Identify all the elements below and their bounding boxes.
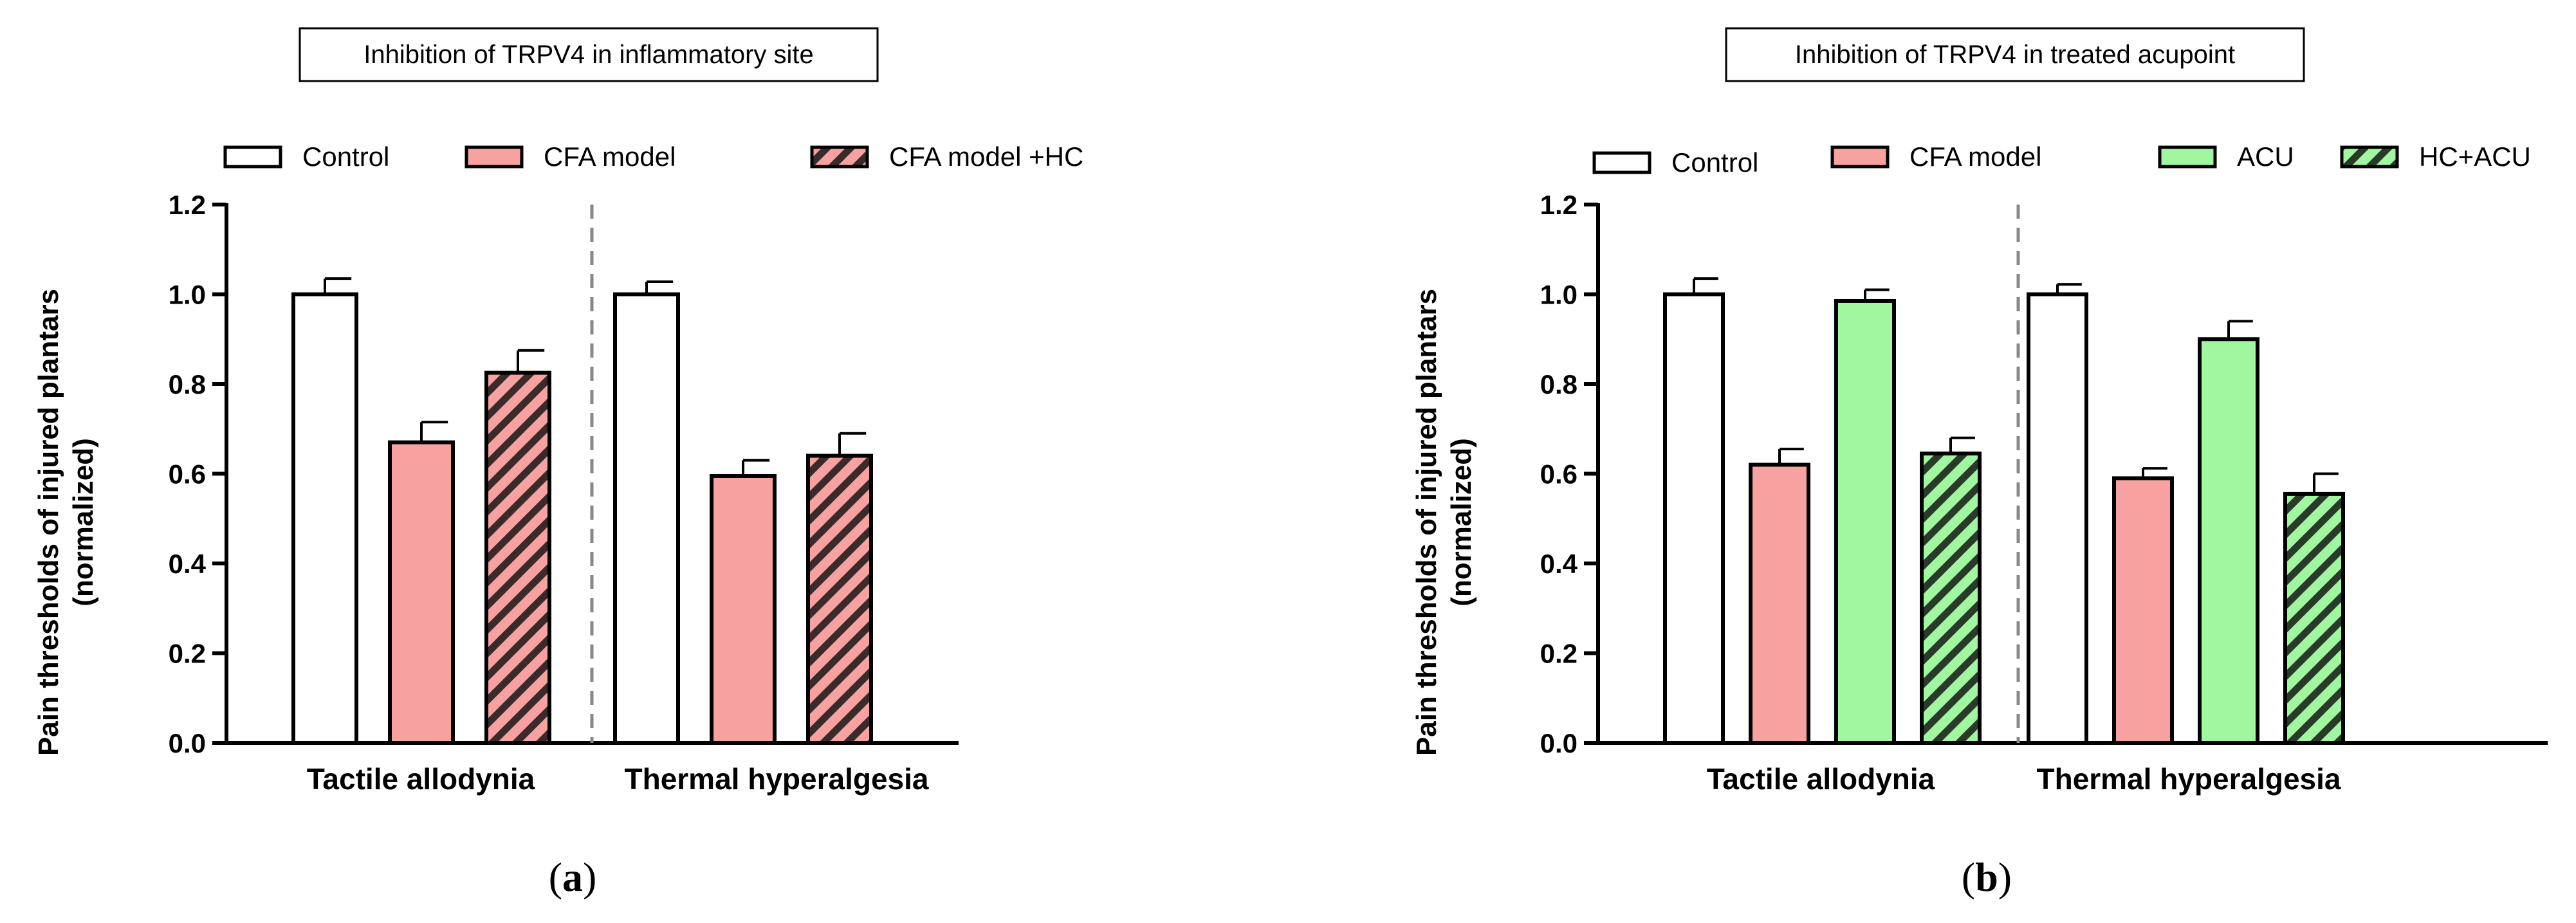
panel-b-legend-swatch-acu bbox=[2158, 145, 2217, 169]
panel-a-legend-label-control: Control bbox=[302, 142, 389, 172]
panel-b-legend-swatch-control bbox=[1592, 151, 1651, 174]
panel-a-caption-close: ) bbox=[583, 854, 596, 900]
panel-b-bar-acu-1 bbox=[2198, 337, 2259, 745]
panel-b-bar-acu-0 bbox=[1834, 298, 1896, 745]
panel-a-plot: 0.0 0.2 0.4 0.6 0.8 1.0 1.2 Tactile allodynia Th… bbox=[169, 190, 959, 796]
panel-b-caption-close: ) bbox=[1998, 854, 2012, 900]
panel-a-legend-label-cfa-hc: CFA model +HC bbox=[889, 142, 1083, 172]
panel-b-bar-control-1 bbox=[2027, 292, 2088, 745]
panel-b-title-box bbox=[1725, 27, 2305, 82]
panel-b-legend-label-acu: ACU bbox=[2237, 142, 2294, 172]
panel-a-bar-cfa-model-hc-0 bbox=[484, 370, 551, 745]
panel-a-legend-label-cfa: CFA model bbox=[544, 142, 676, 172]
panel-b-y-tick-label: 0.0 bbox=[1540, 728, 1578, 758]
panel-b-bar-control-0 bbox=[1663, 292, 1725, 745]
panel-b-y-tick-label: 0.4 bbox=[1540, 549, 1578, 579]
panel-a-y-tick-label: 0.0 bbox=[169, 728, 206, 758]
panel-b-caption-letter: b bbox=[1975, 854, 1998, 900]
panel-b-title: Inhibition of TRPV4 in treated acupoint bbox=[1795, 41, 2235, 69]
panel-b-legend-swatch-cfa bbox=[1830, 145, 1890, 169]
panel-a-y-tick-label: 0.6 bbox=[169, 459, 206, 489]
panel-b-bar-cfa-model-1 bbox=[2112, 476, 2174, 745]
panel-b-legend-swatch-hc-acu bbox=[2340, 145, 2399, 169]
panel-a-legend-swatch-control bbox=[223, 145, 282, 169]
panel-b-y-tick-label: 0.6 bbox=[1540, 459, 1578, 489]
panel-b-category-label: Tactile allodynia bbox=[1707, 762, 1935, 796]
panel-b-y-tick-label: 1.2 bbox=[1540, 190, 1578, 220]
panel-b-y-label: Pain thresholds of injured plantars (nor… bbox=[1411, 289, 1477, 756]
panel-b-category-label: Thermal hyperalgesia bbox=[2037, 762, 2341, 796]
panel-a-y-tick-label: 0.2 bbox=[169, 639, 206, 669]
panel-b-caption-open: ( bbox=[1962, 854, 1975, 900]
panel-b-bar-cfa-model-0 bbox=[1749, 462, 1810, 745]
panel-a-y-tick-label: 0.8 bbox=[169, 369, 206, 399]
panel-b-legend-label-control: Control bbox=[1671, 147, 1758, 178]
panel-a-title-box bbox=[299, 27, 879, 82]
panel-b-plot: 0.0 0.2 0.4 0.6 0.8 1.0 1.2 Tactile allodynia Th… bbox=[1540, 190, 2548, 796]
panel-a-y-tick-label: 1.2 bbox=[169, 190, 206, 220]
panel-a-y-label: Pain thresholds of injured plantars (nor… bbox=[33, 289, 99, 756]
panel-b-legend: Control CFA model ACU HC+ACU bbox=[1592, 142, 2531, 178]
panel-b-y-label-line2: (normalized) bbox=[1446, 438, 1477, 607]
panel-a-caption-open: ( bbox=[549, 854, 562, 900]
panel-a-bar-cfa-model-hc-1 bbox=[806, 453, 873, 745]
panel-a-legend-swatch-cfa bbox=[465, 145, 524, 169]
panel-a-bar-cfa-model-0 bbox=[388, 440, 455, 745]
panel-a-caption-letter: a bbox=[562, 854, 583, 900]
panel-b-y-tick-label: 0.2 bbox=[1540, 639, 1578, 669]
panel-a-y-tick-label: 1.0 bbox=[169, 280, 206, 310]
panel-a-y-label-line2: (normalized) bbox=[68, 438, 99, 607]
panel-a-legend: Control CFA model CFA model +HC bbox=[223, 142, 1083, 172]
panel-a: Inhibition of TRPV4 in inflammatory site… bbox=[33, 27, 1083, 900]
panel-a-bar-control-0 bbox=[291, 292, 358, 745]
panel-a-y-label-line1: Pain thresholds of injured plantars bbox=[33, 289, 64, 756]
panel-b-caption: (b) bbox=[1962, 854, 2012, 900]
panel-b-legend-label-hc-acu: HC+ACU bbox=[2419, 142, 2531, 172]
panel-a-y-tick-label: 0.4 bbox=[169, 549, 207, 579]
panel-a-bar-cfa-model-1 bbox=[710, 473, 777, 745]
panel-b-legend-label-cfa: CFA model bbox=[1909, 142, 2041, 172]
panel-b-y-label-line1: Pain thresholds of injured plantars bbox=[1411, 289, 1442, 756]
panel-b-y-tick-label: 0.8 bbox=[1540, 369, 1578, 399]
panel-a-category-label: Tactile allodynia bbox=[307, 762, 535, 796]
panel-b-bar-hc-acu-1 bbox=[2283, 491, 2345, 745]
panel-b-y-tick-label: 1.0 bbox=[1540, 280, 1578, 310]
panel-a-title: Inhibition of TRPV4 in inflammatory site bbox=[363, 41, 814, 69]
panel-b: Inhibition of TRPV4 in treated acupoint … bbox=[1411, 27, 2548, 900]
panel-a-caption: (a) bbox=[549, 854, 597, 900]
panel-a-category-label: Thermal hyperalgesia bbox=[625, 762, 929, 796]
panel-b-bar-hc-acu-0 bbox=[1920, 452, 1982, 745]
panel-a-legend-swatch-cfa-hc bbox=[810, 145, 869, 169]
panel-a-bar-control-1 bbox=[613, 292, 680, 745]
